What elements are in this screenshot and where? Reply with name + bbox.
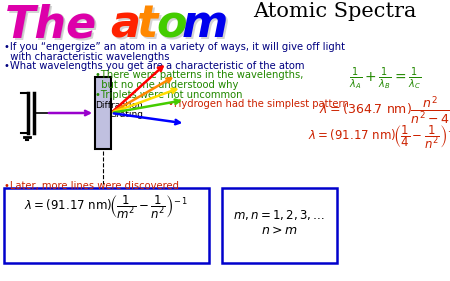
Text: •Hydrogen had the simplest pattern: •Hydrogen had the simplest pattern bbox=[168, 99, 349, 109]
Text: •Triplets were not uncommon: •Triplets were not uncommon bbox=[95, 90, 243, 99]
Text: but no one understood why: but no one understood why bbox=[95, 80, 239, 90]
Text: a: a bbox=[112, 5, 142, 48]
Text: with characteristic wavelengths: with characteristic wavelengths bbox=[4, 51, 170, 62]
Text: The: The bbox=[6, 4, 98, 47]
Text: The: The bbox=[7, 5, 99, 48]
Bar bbox=[4, 188, 209, 263]
Text: t: t bbox=[136, 3, 157, 46]
Text: •If you “engergize” an atom in a variety of ways, it will give off light: •If you “engergize” an atom in a variety… bbox=[4, 42, 345, 52]
Text: •What wavelengths you get are a characteristic of the atom: •What wavelengths you get are a characte… bbox=[4, 61, 305, 71]
Text: m: m bbox=[182, 3, 228, 46]
Text: Diffraction: Diffraction bbox=[95, 101, 143, 110]
Bar bbox=[95, 77, 111, 149]
Text: o: o bbox=[156, 3, 187, 46]
Text: a: a bbox=[110, 3, 140, 46]
Bar bbox=[222, 188, 337, 263]
Text: $\frac{1}{\lambda_A}+\frac{1}{\lambda_B}=\frac{1}{\lambda_C}$: $\frac{1}{\lambda_A}+\frac{1}{\lambda_B}… bbox=[349, 66, 421, 92]
Text: Grating: Grating bbox=[109, 110, 143, 119]
Text: $n>m$: $n>m$ bbox=[261, 224, 297, 237]
Text: $\lambda=\left(91.17\ \mathrm{nm}\right)\!\left(\dfrac{1}{4}-\dfrac{1}{n^2}\righ: $\lambda=\left(91.17\ \mathrm{nm}\right)… bbox=[308, 123, 450, 151]
Text: •There were patterns in the wavelengths,: •There were patterns in the wavelengths, bbox=[95, 71, 303, 80]
Text: Atomic Spectra: Atomic Spectra bbox=[253, 2, 417, 21]
Text: $m,n=1,2,3,\ldots$: $m,n=1,2,3,\ldots$ bbox=[233, 208, 325, 222]
Text: $\lambda=\left(364.7\ \mathrm{nm}\right)\dfrac{n^2}{n^2-4}$: $\lambda=\left(364.7\ \mathrm{nm}\right)… bbox=[319, 94, 450, 126]
Text: $\lambda=\left(91.17\ \mathrm{nm}\right)\!\left(\dfrac{1}{m^2}-\dfrac{1}{n^2}\ri: $\lambda=\left(91.17\ \mathrm{nm}\right)… bbox=[24, 193, 188, 221]
Text: •Later, more lines were discovered: •Later, more lines were discovered bbox=[4, 181, 179, 191]
Text: The: The bbox=[5, 3, 97, 46]
Text: o: o bbox=[158, 5, 189, 48]
Text: t: t bbox=[138, 5, 159, 48]
Text: m: m bbox=[184, 5, 230, 48]
